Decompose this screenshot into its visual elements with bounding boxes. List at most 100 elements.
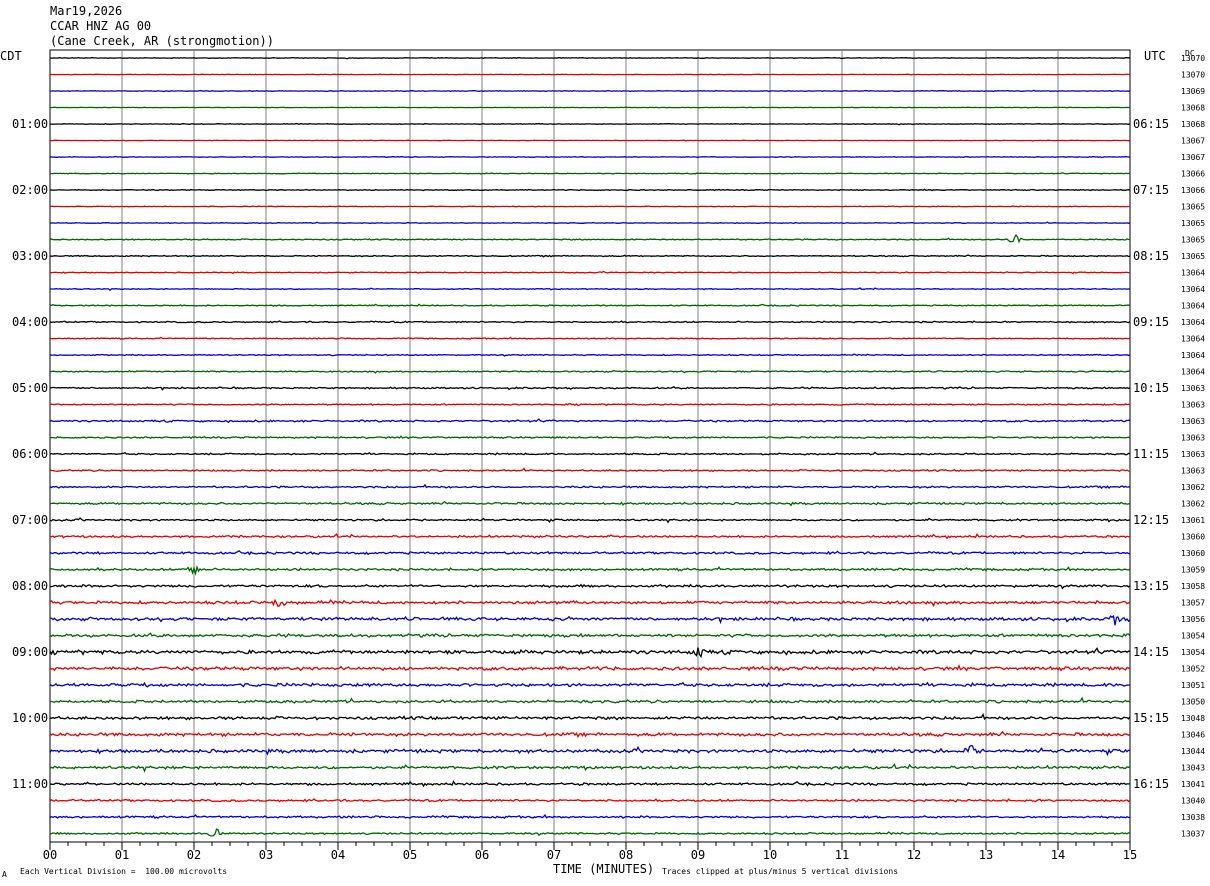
grid-layer	[49, 49, 1131, 850]
seismic-trace	[49, 139, 1131, 142]
trace-offset-label: 13044	[1181, 747, 1205, 756]
x-tick-label: 12	[907, 848, 921, 862]
date-label: Mar19,2026	[50, 4, 123, 18]
seismic-trace	[49, 386, 1131, 391]
left-timezone-label: CDT	[0, 49, 22, 63]
seismic-trace	[49, 270, 1130, 275]
cdt-hour-label: 09:00	[12, 645, 48, 659]
trace-offset-label: 13064	[1181, 302, 1205, 311]
trace-offset-label: 13043	[1181, 764, 1205, 773]
station-label: CCAR HNZ AG 00	[50, 19, 152, 33]
trace-offset-label: 13058	[1181, 582, 1205, 591]
trace-offset-label: 13037	[1181, 830, 1205, 839]
cdt-hour-label: 03:00	[12, 249, 48, 263]
scale-note: Each Vertical Division = 100.00 microvol…	[20, 867, 228, 876]
cdt-hour-label: 01:00	[12, 117, 48, 131]
utc-hour-label: 08:15	[1133, 249, 1169, 263]
trace-offset-label: 13054	[1181, 632, 1205, 641]
trace-offset-label: 13070	[1181, 54, 1205, 63]
seismic-trace	[49, 369, 1130, 374]
cdt-hour-label: 06:00	[12, 447, 48, 461]
x-tick-label: 00	[43, 848, 57, 862]
seismic-trace	[49, 798, 1131, 803]
seismic-trace	[49, 221, 1131, 225]
seismic-trace	[49, 172, 1131, 175]
trace-offset-label: 13064	[1181, 335, 1205, 344]
cdt-hour-label: 05:00	[12, 381, 48, 395]
utc-hour-label: 15:15	[1133, 711, 1169, 725]
seismic-trace	[49, 664, 1131, 672]
x-tick-label: 06	[475, 848, 489, 862]
utc-hour-label: 06:15	[1133, 117, 1169, 131]
trace-offset-label: 13063	[1181, 384, 1205, 393]
seismic-trace	[49, 451, 1131, 456]
trace-offset-label: 13060	[1181, 533, 1205, 542]
right-tag-label: DC	[1185, 49, 1195, 58]
x-tick-label: 01	[115, 848, 129, 862]
seismic-trace	[49, 483, 1131, 490]
trace-offset-label: 13064	[1181, 269, 1205, 278]
x-tick-label: 15	[1123, 848, 1137, 862]
trace-offset-label: 13063	[1181, 434, 1205, 443]
trace-offset-label: 13048	[1181, 714, 1205, 723]
trace-offset-label: 13068	[1181, 120, 1205, 129]
trace-offset-label: 13066	[1181, 186, 1205, 195]
trace-offset-label: 13038	[1181, 813, 1205, 822]
trace-layer	[49, 56, 1131, 837]
cdt-hour-label: 08:00	[12, 579, 48, 593]
trace-offset-label: 13067	[1181, 137, 1205, 146]
trace-offset-label: 13064	[1181, 318, 1205, 327]
seismic-trace	[49, 353, 1131, 357]
utc-hour-label: 16:15	[1133, 777, 1169, 791]
seismic-trace	[49, 320, 1131, 324]
seismic-trace	[50, 188, 1131, 192]
seismic-trace	[49, 73, 1131, 76]
seismic-trace	[49, 598, 1131, 608]
trace-offset-label: 13065	[1181, 252, 1205, 261]
x-tick-label: 14	[1051, 848, 1065, 862]
right-timezone-label: UTC	[1144, 49, 1166, 63]
trace-offset-label: 13041	[1181, 780, 1205, 789]
seismic-trace	[49, 418, 1131, 424]
seismic-trace	[49, 583, 1131, 590]
trace-offset-label: 13065	[1181, 219, 1205, 228]
trace-offset-label: 13062	[1181, 483, 1205, 492]
trace-offset-label: 13065	[1181, 203, 1205, 212]
utc-hour-label: 11:15	[1133, 447, 1169, 461]
seismic-trace	[49, 500, 1131, 507]
trace-offset-label: 13067	[1181, 153, 1205, 162]
seismic-trace	[49, 813, 1131, 819]
trace-offset-label: 13069	[1181, 87, 1205, 96]
x-tick-label: 05	[403, 848, 417, 862]
corner-mark: A	[2, 870, 7, 879]
trace-offset-label: 13063	[1181, 450, 1205, 459]
clip-note: Traces clipped at plus/minus 5 vertical …	[662, 867, 899, 876]
trace-offset-label: 13065	[1181, 236, 1205, 245]
utc-hour-label: 10:15	[1133, 381, 1169, 395]
trace-offset-label: 13063	[1181, 467, 1205, 476]
utc-hour-label: 12:15	[1133, 513, 1169, 527]
x-tick-label: 03	[259, 848, 273, 862]
trace-offset-label: 13063	[1181, 417, 1205, 426]
x-tick-label: 02	[187, 848, 201, 862]
seismic-trace	[49, 565, 1131, 576]
cdt-hour-label: 11:00	[12, 777, 48, 791]
trace-offset-label: 13050	[1181, 698, 1205, 707]
x-tick-label: 13	[979, 848, 993, 862]
cdt-hour-label: 10:00	[12, 711, 48, 725]
trace-offset-label: 13068	[1181, 104, 1205, 113]
x-tick-label: 10	[763, 848, 777, 862]
seismic-trace	[49, 233, 1131, 244]
seismic-trace	[49, 435, 1131, 440]
trace-offset-label: 13052	[1181, 665, 1205, 674]
cdt-hour-label: 07:00	[12, 513, 48, 527]
trace-offset-label: 13070	[1181, 71, 1205, 80]
utc-hour-label: 07:15	[1133, 183, 1169, 197]
trace-offset-label: 13051	[1181, 681, 1205, 690]
label-layer: 00 01 02 03 04 05 06 07 08 09 10 11 12 13 14 15 13070 130…	[12, 54, 1205, 862]
seismic-trace	[50, 56, 1131, 60]
x-tick-label: 07	[547, 848, 561, 862]
seismic-trace	[49, 614, 1131, 626]
location-label: (Cane Creek, AR (strongmotion))	[50, 34, 274, 48]
seismic-trace	[49, 287, 1131, 292]
